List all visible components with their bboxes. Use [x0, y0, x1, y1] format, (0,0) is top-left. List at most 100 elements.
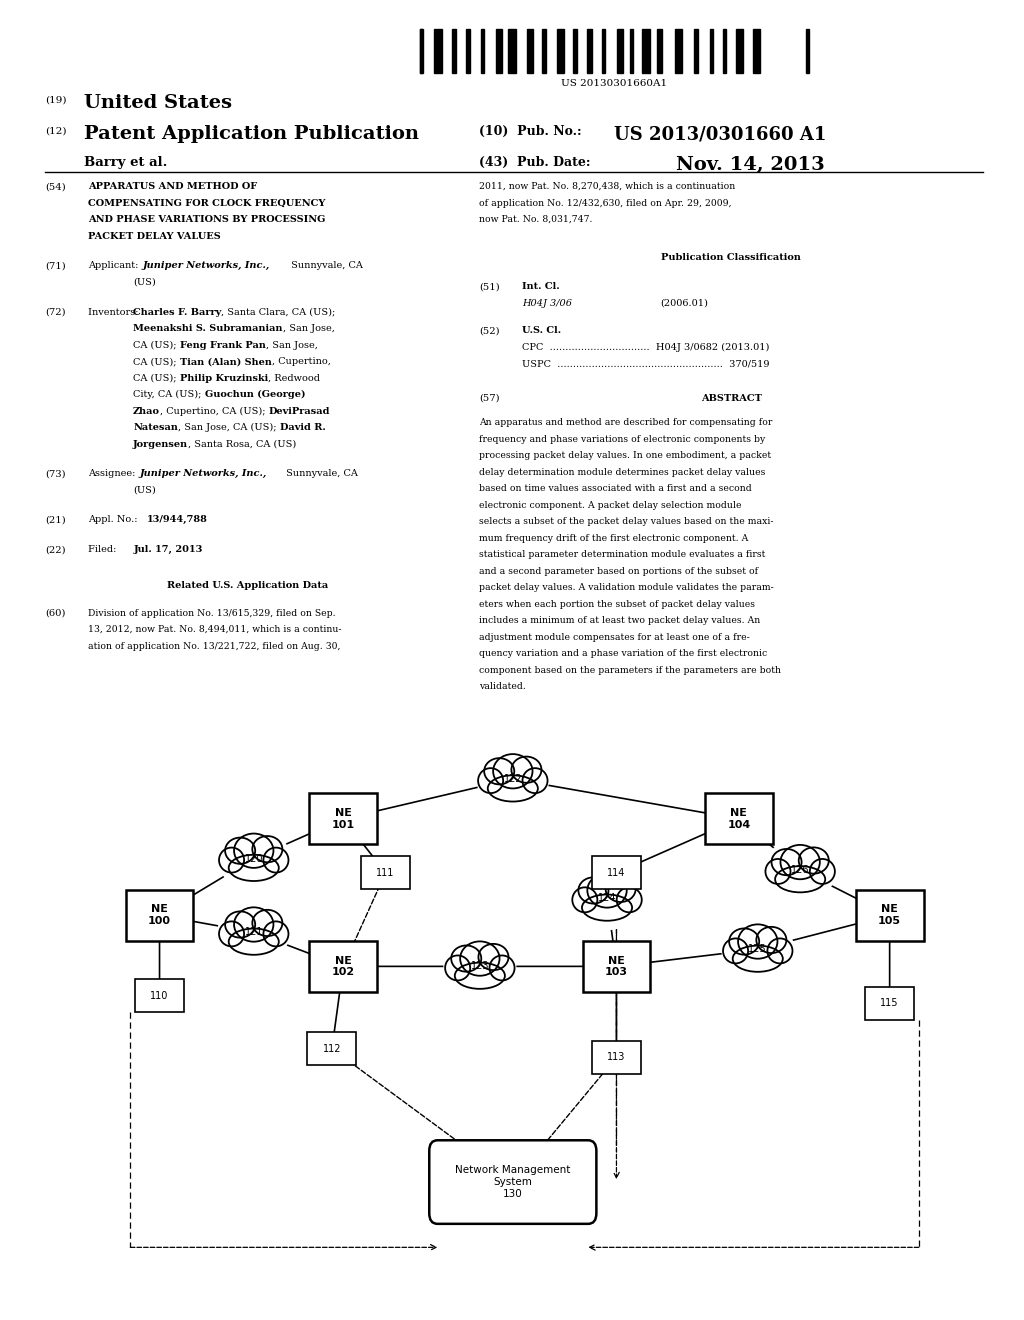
Text: US 2013/0301660 A1: US 2013/0301660 A1 — [614, 125, 826, 144]
Ellipse shape — [478, 768, 503, 793]
Bar — [480, 29, 484, 73]
Bar — [557, 29, 564, 73]
Text: 121: 121 — [245, 928, 263, 937]
FancyBboxPatch shape — [135, 979, 184, 1012]
Text: quency variation and a phase variation of the first electronic: quency variation and a phase variation o… — [479, 649, 767, 659]
Text: U.S. Cl.: U.S. Cl. — [522, 326, 561, 335]
Ellipse shape — [738, 924, 777, 958]
Text: NE
100: NE 100 — [148, 904, 171, 927]
Bar — [420, 29, 423, 73]
Text: Zhao: Zhao — [133, 407, 160, 416]
Ellipse shape — [219, 847, 244, 873]
Text: Juniper Networks, Inc.,: Juniper Networks, Inc., — [139, 470, 266, 478]
Ellipse shape — [571, 867, 643, 929]
FancyBboxPatch shape — [583, 941, 650, 991]
Bar — [420, 29, 422, 73]
Text: of application No. 12/432,630, filed on Apr. 29, 2009,: of application No. 12/432,630, filed on … — [479, 198, 732, 207]
Text: eters when each portion the subset of packet delay values: eters when each portion the subset of pa… — [479, 599, 756, 609]
Text: statistical parameter determination module evaluates a first: statistical parameter determination modu… — [479, 550, 766, 560]
Ellipse shape — [234, 833, 273, 867]
Bar — [434, 29, 442, 73]
Ellipse shape — [810, 859, 835, 884]
Bar — [508, 29, 516, 73]
Ellipse shape — [225, 911, 255, 937]
Text: Guochun (George): Guochun (George) — [205, 391, 305, 399]
Text: DeviPrasad: DeviPrasad — [268, 407, 331, 416]
Text: (73): (73) — [45, 470, 66, 478]
Text: Charles F. Barry: Charles F. Barry — [133, 308, 221, 317]
Ellipse shape — [218, 902, 290, 964]
Text: (22): (22) — [45, 545, 66, 554]
Bar — [753, 29, 760, 73]
FancyBboxPatch shape — [865, 987, 914, 1020]
Text: 120: 120 — [245, 854, 263, 863]
Ellipse shape — [263, 921, 289, 946]
Text: 111: 111 — [377, 867, 395, 878]
Bar — [572, 29, 578, 73]
Text: electronic component. A packet delay selection module: electronic component. A packet delay sel… — [479, 500, 741, 510]
FancyBboxPatch shape — [856, 890, 924, 941]
Ellipse shape — [767, 939, 793, 964]
Bar — [642, 29, 650, 73]
FancyBboxPatch shape — [309, 941, 377, 991]
Ellipse shape — [444, 935, 516, 998]
Text: Philip Kruzinski: Philip Kruzinski — [180, 374, 268, 383]
Text: (12): (12) — [45, 127, 67, 136]
Bar — [526, 29, 532, 73]
Text: Assignee:: Assignee: — [88, 470, 138, 478]
Ellipse shape — [460, 941, 500, 975]
Text: Sunnyvale, CA: Sunnyvale, CA — [288, 261, 362, 271]
Ellipse shape — [572, 887, 597, 912]
Ellipse shape — [263, 847, 289, 873]
Ellipse shape — [452, 945, 481, 972]
Ellipse shape — [771, 849, 802, 875]
Bar — [542, 29, 546, 73]
Bar — [496, 29, 502, 73]
Text: (54): (54) — [45, 182, 66, 191]
Ellipse shape — [722, 919, 794, 981]
Ellipse shape — [489, 956, 515, 981]
Ellipse shape — [252, 836, 283, 862]
Text: (57): (57) — [479, 393, 500, 403]
Ellipse shape — [487, 775, 538, 801]
Ellipse shape — [733, 945, 782, 972]
Text: AND PHASE VARIATIONS BY PROCESSING: AND PHASE VARIATIONS BY PROCESSING — [88, 215, 326, 224]
Text: Jul. 17, 2013: Jul. 17, 2013 — [134, 545, 204, 554]
Text: Network Management
System
130: Network Management System 130 — [455, 1166, 570, 1199]
Text: CA (US);: CA (US); — [133, 374, 180, 383]
Text: (19): (19) — [45, 95, 67, 104]
Bar — [675, 29, 682, 73]
FancyBboxPatch shape — [592, 1040, 641, 1073]
Bar — [466, 29, 470, 73]
Text: ation of application No. 13/221,722, filed on Aug. 30,: ation of application No. 13/221,722, fil… — [88, 642, 340, 651]
Ellipse shape — [234, 907, 273, 941]
Bar — [587, 29, 592, 73]
Text: NE
105: NE 105 — [879, 904, 901, 927]
Text: (52): (52) — [479, 326, 500, 335]
Bar — [711, 29, 714, 73]
Text: processing packet delay values. In one embodiment, a packet: processing packet delay values. In one e… — [479, 451, 771, 461]
Ellipse shape — [219, 921, 244, 946]
Ellipse shape — [252, 909, 283, 936]
Text: packet delay values. A validation module validates the param-: packet delay values. A validation module… — [479, 583, 774, 593]
Ellipse shape — [225, 838, 255, 863]
Text: (71): (71) — [45, 261, 66, 271]
Text: (US): (US) — [133, 279, 156, 286]
Text: CA (US);: CA (US); — [133, 358, 180, 366]
Text: NE
104: NE 104 — [727, 808, 751, 829]
Text: Juniper Networks, Inc.,: Juniper Networks, Inc., — [142, 261, 269, 271]
Text: , San Jose, CA (US);: , San Jose, CA (US); — [178, 424, 280, 432]
Bar — [602, 29, 605, 73]
Ellipse shape — [522, 768, 548, 793]
Text: APPARATUS AND METHOD OF: APPARATUS AND METHOD OF — [88, 182, 257, 191]
Ellipse shape — [729, 928, 759, 954]
Bar — [452, 29, 456, 73]
Text: H04J 3/06: H04J 3/06 — [522, 298, 572, 308]
Text: 2011, now Pat. No. 8,270,438, which is a continuation: 2011, now Pat. No. 8,270,438, which is a… — [479, 182, 735, 191]
Ellipse shape — [218, 828, 290, 890]
Text: United States: United States — [84, 94, 232, 112]
Text: Publication Classification: Publication Classification — [662, 253, 801, 261]
Text: Filed:: Filed: — [88, 545, 135, 554]
Text: Related U.S. Application Data: Related U.S. Application Data — [167, 582, 329, 590]
Text: Tian (Alan) Shen: Tian (Alan) Shen — [180, 358, 271, 366]
